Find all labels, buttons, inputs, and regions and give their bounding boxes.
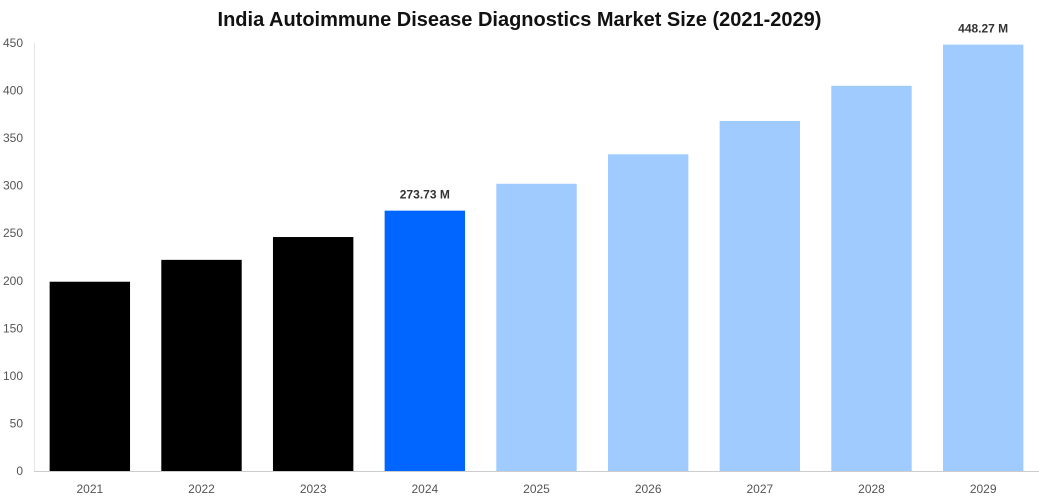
bar — [831, 85, 912, 472]
bar — [384, 210, 466, 472]
x-tick-label: 2026 — [635, 482, 662, 496]
y-tick-label: 100 — [3, 369, 23, 383]
x-tick-label: 2028 — [858, 482, 885, 496]
y-tick-label: 150 — [3, 321, 23, 335]
x-tick-label: 2027 — [746, 482, 773, 496]
x-axis-ticks: 2021 2022 2023 2024 2025 2026 2027 2028 2029 — [76, 482, 996, 496]
x-tick-label: 2021 — [76, 482, 103, 496]
y-axis-ticks: 0 50 100 150 200 250 300 350 400 450 — [3, 36, 23, 478]
bars — [49, 44, 1024, 472]
data-label: 448.27 M — [958, 22, 1008, 36]
bar — [942, 44, 1024, 472]
x-tick-label: 2023 — [300, 482, 327, 496]
data-label: 273.73 M — [400, 188, 450, 202]
x-tick-label: 2029 — [970, 482, 997, 496]
x-tick-label: 2025 — [523, 482, 550, 496]
x-tick-label: 2022 — [188, 482, 215, 496]
bar — [719, 120, 801, 471]
y-tick-label: 400 — [3, 84, 23, 98]
chart-title: India Autoimmune Disease Diagnostics Mar… — [217, 9, 822, 31]
bar — [272, 237, 354, 471]
y-tick-label: 300 — [3, 179, 23, 193]
y-tick-label: 250 — [3, 226, 23, 240]
data-labels: 273.73 M 448.27 M — [400, 22, 1008, 202]
y-tick-label: 200 — [3, 274, 23, 288]
bar — [161, 259, 242, 471]
y-tick-label: 50 — [10, 416, 24, 430]
y-tick-label: 350 — [3, 131, 23, 145]
x-tick-label: 2024 — [411, 482, 438, 496]
bar — [607, 154, 689, 471]
bar — [49, 281, 131, 471]
y-tick-label: 0 — [16, 464, 23, 478]
bar — [496, 183, 577, 471]
y-tick-label: 450 — [3, 36, 23, 50]
